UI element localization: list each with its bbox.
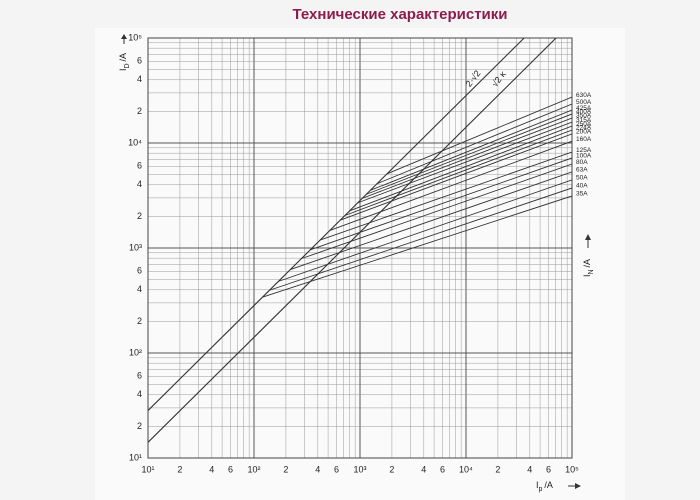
curve-label: 350A bbox=[576, 113, 592, 120]
fuse-curve bbox=[362, 117, 572, 199]
curve-label: 500A bbox=[576, 99, 592, 106]
fuse-curve bbox=[329, 140, 572, 231]
x-tick-label: 6 bbox=[228, 464, 233, 474]
curve-label: 50A bbox=[576, 175, 588, 182]
y-label-i: I bbox=[118, 69, 128, 72]
fuse-curve bbox=[262, 195, 572, 298]
y-tick-label: 10¹ bbox=[129, 452, 142, 462]
y2-axis-label: IN/A bbox=[582, 259, 594, 277]
curve-label: 400A bbox=[576, 109, 592, 116]
fuse-curve bbox=[370, 109, 572, 191]
fuse-curve bbox=[278, 179, 572, 282]
x-tick-label: 2 bbox=[389, 464, 394, 474]
curve-label: 315A bbox=[576, 117, 592, 124]
y-label-sub: D bbox=[124, 63, 131, 68]
y-tick-label: 10⁵ bbox=[128, 32, 142, 42]
curve-label: 200A bbox=[576, 129, 592, 136]
y-tick-label: 4 bbox=[137, 389, 142, 399]
y-tick-label: 6 bbox=[137, 161, 142, 171]
x-tick-label: 10⁴ bbox=[459, 464, 473, 474]
x-tick-label: 2 bbox=[283, 464, 288, 474]
marks bbox=[148, 38, 572, 443]
fuse-curve bbox=[319, 151, 572, 241]
x-label-i: I bbox=[536, 480, 539, 490]
y-tick-label: 6 bbox=[137, 266, 142, 276]
fuse-curve bbox=[386, 96, 572, 175]
curve-label: 250A bbox=[576, 121, 592, 128]
y-tick-label: 2 bbox=[137, 421, 142, 431]
y-label-unit: /A bbox=[118, 53, 128, 62]
fuse-curve bbox=[269, 187, 572, 291]
curve-label: 100A bbox=[576, 153, 592, 160]
y-tick-label: 6 bbox=[137, 371, 142, 381]
fuse-curve bbox=[357, 121, 572, 204]
y-label-main: ID/A bbox=[118, 53, 130, 71]
y-tick-label: 10² bbox=[129, 347, 142, 357]
fuse-curve bbox=[310, 157, 572, 251]
y-tick-label: 10³ bbox=[129, 242, 142, 252]
curve-label: 35A bbox=[576, 191, 588, 198]
x-label-unit: /A bbox=[544, 480, 553, 490]
fuse-curve bbox=[301, 163, 572, 260]
y2-label-sub: N bbox=[588, 269, 595, 274]
reference-line bbox=[148, 38, 525, 411]
x-tick-label: 2 bbox=[495, 464, 500, 474]
curve-label: 425A bbox=[576, 105, 592, 112]
curve-label: 80A bbox=[576, 159, 588, 166]
x-axis-label: Ip/A bbox=[536, 480, 553, 492]
y-tick-label: 6 bbox=[137, 56, 142, 66]
fuse-curve bbox=[290, 171, 572, 271]
curve-label: 224A bbox=[576, 125, 592, 132]
x-tick-label: 4 bbox=[527, 464, 532, 474]
grid: 10¹ 2 4 6 10² 2 4 6 10³ 2 4 6 10⁴ 2 4 6 10⁵ 10¹ 2 4 6 10² 2 4 6 1… bbox=[128, 32, 579, 474]
fuse-curve bbox=[340, 133, 572, 221]
x-tick-label: 10³ bbox=[353, 464, 366, 474]
y-tick-label: 4 bbox=[137, 179, 142, 189]
x-tick-label: 6 bbox=[440, 464, 445, 474]
y-tick-label: 2 bbox=[137, 316, 142, 326]
curve-label: 63A bbox=[576, 167, 588, 174]
x-tick-label: 10⁵ bbox=[565, 464, 579, 474]
y2-label-i: I bbox=[582, 275, 592, 278]
y-axis-label: ID/A bbox=[118, 53, 130, 71]
x-tick-label: 10² bbox=[247, 464, 260, 474]
y2-arrow-head bbox=[585, 234, 591, 240]
y-tick-label: 10⁴ bbox=[128, 137, 142, 147]
chart-title: Технические характеристики bbox=[292, 6, 507, 23]
plot-frame bbox=[147, 37, 573, 459]
curve-label: 630A bbox=[576, 92, 592, 99]
y-tick-label: 4 bbox=[137, 284, 142, 294]
x-label-sub: p bbox=[539, 486, 543, 493]
x-tick-label: 10¹ bbox=[141, 464, 154, 474]
x-tick-label: 2 bbox=[177, 464, 182, 474]
x-arrow-head bbox=[575, 483, 581, 489]
fuse-curve bbox=[366, 113, 572, 195]
y2-label-main: IN/A bbox=[582, 259, 594, 277]
curve-label: 40A bbox=[576, 183, 588, 190]
curve-label: 160A bbox=[576, 136, 592, 143]
x-tick-label: 4 bbox=[209, 464, 214, 474]
x-tick-label: 4 bbox=[315, 464, 320, 474]
curve-label: 125A bbox=[576, 147, 592, 154]
y2-label-unit: /A bbox=[582, 259, 592, 268]
y-tick-label: 2 bbox=[137, 211, 142, 221]
reference-line bbox=[148, 38, 557, 443]
x-tick-label: 6 bbox=[546, 464, 551, 474]
x-tick-label: 6 bbox=[334, 464, 339, 474]
y-tick-label: 2 bbox=[137, 106, 142, 116]
y-tick-label: 4 bbox=[137, 74, 142, 84]
fuse-curve bbox=[376, 103, 572, 185]
y-arrow-head bbox=[121, 34, 127, 39]
fuse-curve bbox=[344, 129, 572, 216]
x-tick-label: 4 bbox=[421, 464, 426, 474]
fuse-curve bbox=[349, 125, 572, 212]
